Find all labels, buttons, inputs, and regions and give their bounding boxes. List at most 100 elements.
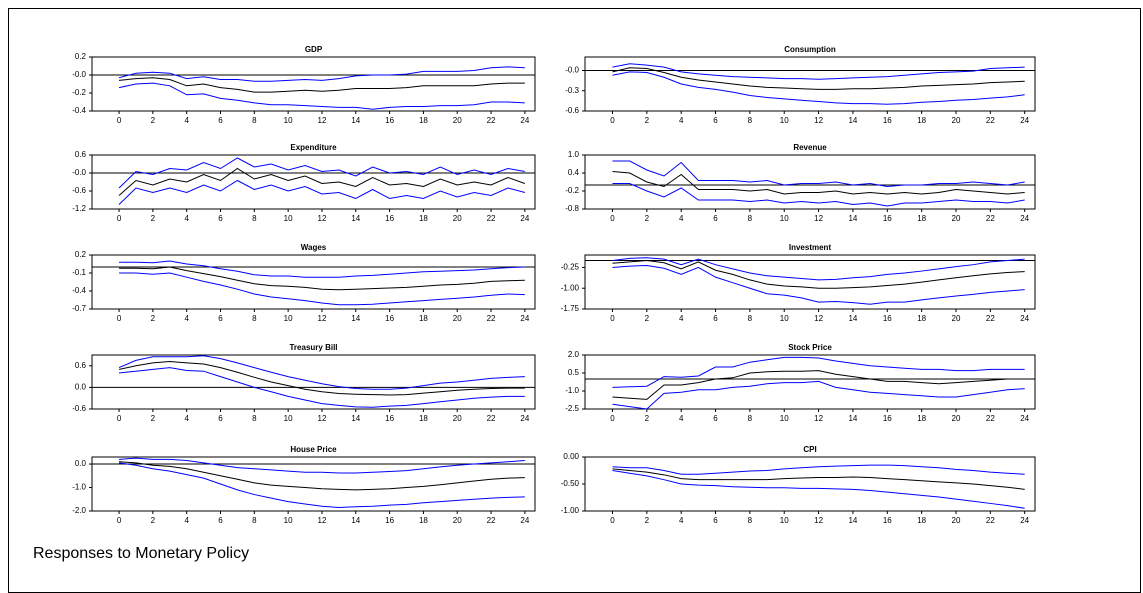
x-tick-label: 4 [679, 314, 684, 323]
response-line [118, 82, 525, 110]
y-tick-label: -2.5 [565, 404, 579, 413]
panel-title: House Price [290, 445, 337, 454]
x-tick-label: 6 [713, 214, 718, 223]
x-tick-label: 22 [487, 214, 496, 223]
x-tick-label: 20 [952, 314, 961, 323]
plot-area [91, 154, 536, 210]
x-tick-label: 2 [645, 214, 650, 223]
x-tick-label: 24 [520, 516, 529, 525]
response-line [119, 461, 525, 491]
x-tick-label: 22 [986, 116, 995, 125]
panel-title: Stock Price [788, 343, 832, 352]
x-tick-label: 14 [848, 414, 857, 423]
x-tick-label: 0 [610, 414, 615, 423]
x-tick-label: 18 [419, 116, 428, 125]
response-line [612, 183, 1025, 207]
response-line [612, 370, 1025, 400]
plot-area [91, 456, 536, 512]
response-line [119, 272, 525, 306]
x-tick-label: 22 [986, 214, 995, 223]
x-tick-label: 12 [814, 116, 823, 125]
x-tick-label: 2 [645, 116, 650, 125]
x-tick-label: 12 [814, 214, 823, 223]
panel-title: Revenue [793, 143, 827, 152]
plot-area [584, 254, 1036, 310]
y-tick-label: -0.50 [561, 479, 580, 488]
plot-area [91, 354, 536, 410]
x-tick-label: 6 [218, 214, 223, 223]
x-tick-label: 12 [814, 516, 823, 525]
panel-title: Treasury Bill [289, 343, 337, 352]
x-tick-label: 0 [117, 214, 122, 223]
x-tick-label: 10 [284, 414, 293, 423]
response-line [119, 260, 525, 278]
x-tick-label: 24 [1020, 516, 1029, 525]
y-tick-label: -0.6 [72, 404, 86, 413]
x-tick-label: 12 [318, 414, 327, 423]
y-tick-label: -0.25 [561, 263, 580, 272]
x-tick-label: 4 [184, 314, 189, 323]
x-tick-label: 22 [986, 314, 995, 323]
x-tick-label: 12 [814, 414, 823, 423]
x-tick-label: 0 [117, 414, 122, 423]
response-line [612, 380, 1025, 410]
x-tick-label: 4 [184, 414, 189, 423]
response-line [118, 179, 525, 205]
x-tick-label: 22 [487, 516, 496, 525]
x-tick-label: 4 [679, 214, 684, 223]
response-line [118, 66, 525, 82]
x-tick-label: 2 [645, 414, 650, 423]
x-tick-label: 14 [351, 116, 360, 125]
x-tick-label: 4 [679, 116, 684, 125]
caption: Responses to Monetary Policy [33, 545, 249, 562]
x-tick-label: 14 [848, 314, 857, 323]
x-tick-label: 0 [610, 214, 615, 223]
x-tick-label: 4 [679, 516, 684, 525]
y-tick-label: 0.0 [75, 459, 87, 468]
x-tick-label: 18 [917, 414, 926, 423]
x-tick-label: 16 [883, 314, 892, 323]
x-tick-label: 10 [284, 516, 293, 525]
x-tick-label: 24 [520, 414, 529, 423]
x-tick-label: 8 [748, 516, 753, 525]
x-tick-label: 0 [117, 116, 122, 125]
x-tick-label: 10 [780, 314, 789, 323]
y-tick-label: -0.8 [565, 204, 579, 213]
y-tick-label: -1.2 [72, 204, 86, 213]
x-tick-label: 16 [385, 214, 394, 223]
x-tick-label: 22 [487, 314, 496, 323]
y-tick-label: -1.75 [561, 304, 580, 313]
x-tick-label: 18 [419, 314, 428, 323]
y-tick-label: -0.0 [565, 66, 579, 75]
response-line [118, 355, 525, 390]
x-tick-label: 10 [780, 414, 789, 423]
response-line [612, 63, 1025, 80]
x-tick-label: 18 [419, 414, 428, 423]
x-tick-label: 24 [520, 116, 529, 125]
x-tick-label: 16 [385, 314, 394, 323]
y-tick-label: 0.6 [75, 361, 87, 370]
x-tick-label: 14 [351, 314, 360, 323]
x-tick-label: 14 [351, 214, 360, 223]
response-line [612, 171, 1025, 195]
x-tick-label: 2 [151, 314, 156, 323]
x-tick-label: 22 [986, 516, 995, 525]
x-tick-label: 14 [351, 414, 360, 423]
y-tick-label: -0.3 [565, 86, 579, 95]
x-tick-label: 20 [453, 414, 462, 423]
x-tick-label: 6 [713, 414, 718, 423]
x-tick-label: 2 [645, 516, 650, 525]
response-line [118, 167, 526, 196]
panel-title: Investment [789, 243, 832, 252]
y-tick-label: 0.4 [568, 168, 580, 177]
x-tick-label: 16 [883, 516, 892, 525]
x-tick-label: 20 [952, 516, 961, 525]
x-tick-label: 18 [917, 314, 926, 323]
x-tick-label: 20 [453, 516, 462, 525]
plot-area [91, 254, 536, 310]
y-tick-label: -2.0 [72, 506, 86, 515]
panel-title: CPI [803, 445, 816, 454]
y-tick-label: 1.0 [568, 150, 580, 159]
x-tick-label: 16 [385, 116, 394, 125]
x-tick-label: 24 [1020, 414, 1029, 423]
